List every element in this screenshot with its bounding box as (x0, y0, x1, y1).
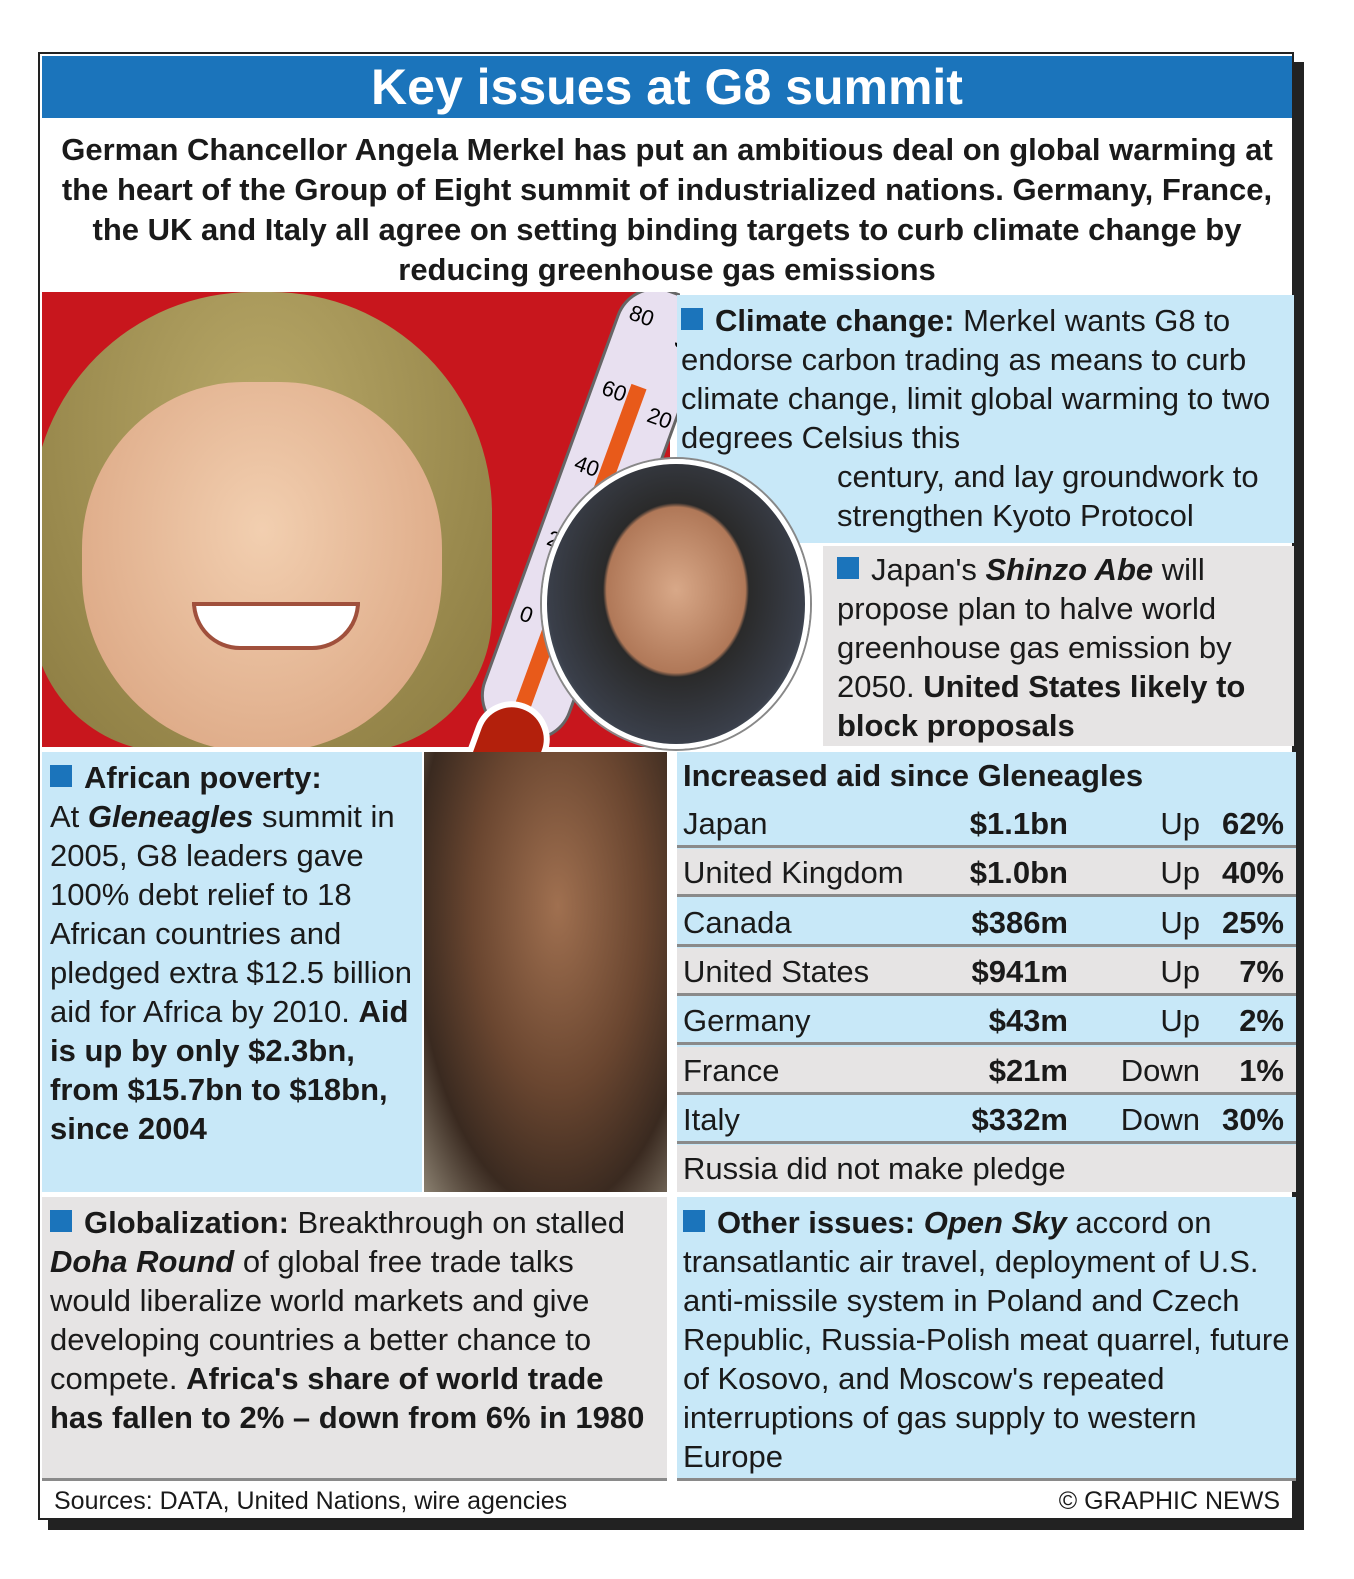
country: Germany (683, 1003, 811, 1039)
climate-change-panel: Climate change: Merkel wants G8 to endor… (677, 295, 1294, 543)
amount: $941m (971, 953, 1068, 989)
globalization-heading: Globalization: (84, 1205, 289, 1240)
africa-text: summit in 2005, G8 leaders gave 100% deb… (50, 799, 412, 1029)
country: United Kingdom (683, 855, 904, 891)
percent: 25% (1221, 904, 1284, 940)
direction: Up (1160, 806, 1200, 841)
climate-text: Merkel wants G8 to endorse carbon tradin… (681, 303, 1271, 455)
bullet-square-icon (681, 308, 703, 330)
percent: 30% (1221, 1101, 1284, 1137)
aid-table-note: Russia did not make pledge (683, 1151, 1066, 1186)
country: Japan (683, 806, 768, 841)
intro-text: German Chancellor Angela Merkel has put … (61, 132, 1273, 287)
globalization-text: Breakthrough on stalled (288, 1205, 625, 1240)
direction: Down (1120, 1101, 1200, 1137)
climate-heading: Climate change: (715, 303, 955, 338)
bullet-square-icon (50, 765, 72, 787)
percent: 1% (1239, 1052, 1284, 1088)
abe-photo (542, 459, 810, 749)
amount: $43m (988, 1003, 1068, 1039)
sources: Sources: DATA, United Nations, wire agen… (54, 1487, 568, 1515)
percent: 62% (1221, 806, 1284, 841)
amount: $21m (988, 1052, 1068, 1088)
aid-table-row: Japan $1.1bn Up 62% (677, 800, 1296, 848)
footer: Sources: DATA, United Nations, wire agen… (42, 1484, 1292, 1518)
aid-table-row: Germany $43m Up 2% (677, 997, 1296, 1046)
country: United States (683, 953, 870, 989)
credit: © GRAPHIC NEWS (1058, 1487, 1280, 1515)
percent: 7% (1239, 953, 1284, 989)
other-heading: Other issues: (717, 1205, 916, 1240)
other-term: Open Sky (923, 1205, 1067, 1240)
japan-text: Japan's (871, 552, 986, 587)
bullet-square-icon (837, 557, 859, 579)
aid-table-row: Canada $386m Up 25% (677, 898, 1296, 947)
climate-text-cont: century, and lay groundwork to strengthe… (837, 459, 1259, 533)
african-poverty-panel: African poverty: At Gleneagles summit in… (42, 752, 422, 1192)
globalization-bold: Africa's share of world trade has fallen… (50, 1361, 645, 1435)
globalization-term: Doha Round (50, 1244, 235, 1279)
african-child-photo (424, 752, 667, 1192)
amount: $386m (971, 904, 1068, 940)
africa-place: Gleneagles (87, 799, 254, 834)
japan-text: will propose plan to halve world greenho… (837, 552, 1232, 704)
direction: Up (1160, 855, 1200, 891)
page-title: Key issues at G8 summit (42, 56, 1292, 118)
other-issues-panel: Other issues: Open Sky accord on transat… (677, 1197, 1296, 1481)
amount: $1.1bn (969, 806, 1068, 841)
percent: 2% (1239, 1003, 1284, 1039)
aid-table-row: France $21m Down 1% (677, 1046, 1296, 1095)
merkel-face (82, 382, 442, 747)
bullet-square-icon (50, 1210, 72, 1232)
aid-table-row: United States $941m Up 7% (677, 947, 1296, 996)
globalization-panel: Globalization: Breakthrough on stalled D… (42, 1197, 667, 1481)
aid-table: Increased aid since Gleneagles Japan $1.1… (677, 752, 1296, 1192)
direction: Down (1120, 1052, 1200, 1088)
country: France (683, 1052, 780, 1088)
tick-c-30: 30 (671, 327, 680, 359)
country: Canada (683, 904, 792, 940)
amount: $332m (971, 1101, 1068, 1137)
japan-panel: Japan's Shinzo Abe will propose plan to … (823, 546, 1294, 746)
japan-name: Shinzo Abe (985, 552, 1154, 587)
other-text: accord on transatlantic air travel, depl… (683, 1205, 1290, 1474)
infographic: Key issues at G8 summit German Chancello… (38, 52, 1296, 1520)
direction: Up (1160, 953, 1200, 989)
aid-table-note-row: Russia did not make pledge (677, 1145, 1296, 1192)
africa-heading: African poverty: (84, 760, 322, 795)
africa-text: At (50, 799, 88, 834)
direction: Up (1160, 904, 1200, 940)
globalization-text: of global free trade talks would liberal… (50, 1244, 592, 1396)
aid-table-row: Italy $332m Down 30% (677, 1095, 1296, 1144)
merkel-smile (192, 602, 360, 650)
country: Italy (683, 1101, 740, 1137)
amount: $1.0bn (969, 855, 1068, 891)
africa-bold: Aid is up by only $2.3bn, from $15.7bn t… (50, 994, 409, 1146)
aid-table-row: United Kingdom $1.0bn Up 40% (677, 849, 1296, 898)
aid-table-title: Increased aid since Gleneagles (683, 758, 1144, 793)
bullet-square-icon (683, 1210, 705, 1232)
percent: 40% (1221, 855, 1284, 891)
japan-bold: United States likely to block proposals (837, 669, 1246, 743)
direction: Up (1160, 1003, 1200, 1039)
